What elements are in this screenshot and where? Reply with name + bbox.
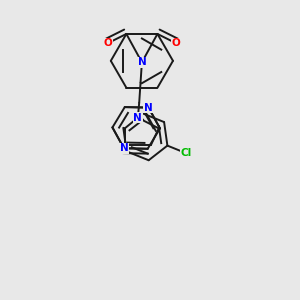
Text: O: O [103, 38, 112, 48]
Text: N: N [134, 113, 142, 123]
Text: N: N [119, 143, 128, 153]
Text: Cl: Cl [181, 148, 192, 158]
Text: N: N [137, 57, 146, 67]
Text: O: O [172, 38, 181, 48]
Text: N: N [144, 103, 153, 112]
